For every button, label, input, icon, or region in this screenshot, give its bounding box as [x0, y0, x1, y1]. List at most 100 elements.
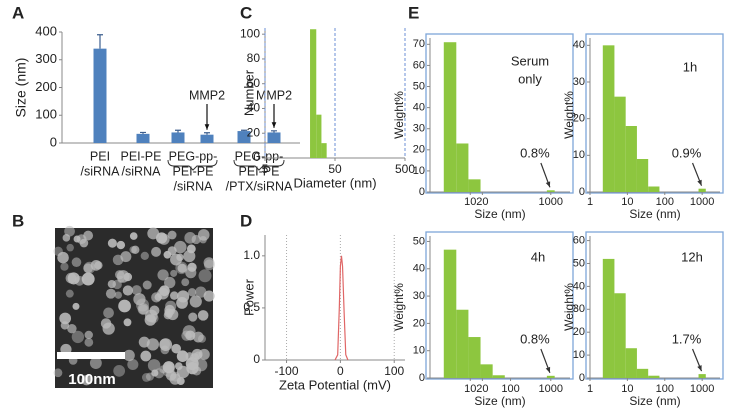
y-tick-label: 40	[573, 39, 585, 51]
x-tick-label: 50	[328, 162, 342, 176]
particle	[157, 269, 169, 281]
annotation: MMP2	[189, 88, 225, 102]
histogram-bar	[443, 249, 457, 378]
y-tick-label: 40	[413, 102, 425, 114]
y-tick-label: 0	[579, 186, 585, 198]
particle	[159, 285, 170, 297]
particle	[170, 291, 179, 300]
particle	[71, 257, 82, 268]
x-axis-label: Size (nm)	[629, 394, 680, 408]
panel-note: Serum	[511, 53, 549, 68]
histogram-bar	[648, 186, 660, 192]
histogram-bar	[698, 188, 706, 192]
particle	[81, 374, 92, 386]
particle	[183, 250, 196, 263]
x-tick-label: 5	[262, 162, 269, 176]
histogram-bar	[468, 179, 481, 192]
particle	[71, 330, 85, 344]
y-tick-label: 10	[573, 149, 585, 161]
histogram-bar	[310, 29, 317, 158]
panel-note: 1h	[683, 59, 697, 74]
particle	[114, 291, 123, 299]
particle	[65, 272, 77, 284]
panel-letter: A	[12, 3, 24, 22]
x-tick-label: 100	[656, 196, 674, 208]
x-tick-label: 10	[621, 196, 633, 208]
y-tick-label: 30	[573, 303, 585, 315]
value-label: 1.7%	[672, 331, 702, 346]
y-tick-label: 0	[253, 150, 260, 164]
y-tick-label: 50	[413, 235, 425, 247]
particle	[115, 270, 125, 280]
x-axis-label: Size (nm)	[474, 207, 525, 221]
panel-letter: D	[240, 211, 252, 230]
group-bracket	[233, 159, 285, 171]
particle	[137, 303, 150, 315]
particle	[144, 314, 157, 326]
x-tick-label: 500	[395, 162, 415, 176]
y-tick-label: 70	[413, 38, 425, 50]
x-tick-label: 10	[464, 196, 476, 208]
x-tick-label: 100	[501, 383, 519, 395]
y-tick-label: 40	[247, 101, 261, 115]
particle	[83, 263, 93, 274]
particle	[145, 372, 155, 381]
x-tick-label: 1000	[539, 383, 563, 395]
y-tick-label: 60	[247, 76, 261, 90]
panel-letter: C	[240, 3, 252, 22]
scale-bar-label: 100nm	[68, 371, 116, 388]
particle	[171, 343, 181, 354]
arrow-head	[697, 179, 702, 186]
arrow-head	[545, 181, 551, 188]
particle	[185, 352, 194, 361]
particle	[176, 365, 190, 379]
x-tick-label: 20	[476, 196, 488, 208]
error-bar	[271, 130, 277, 133]
y-tick-label: 30	[413, 123, 425, 135]
particle	[187, 288, 197, 297]
histogram-bar	[480, 364, 493, 378]
particle	[203, 290, 215, 302]
particle	[102, 322, 115, 335]
particle	[148, 313, 159, 324]
particle	[60, 262, 69, 271]
category-label: PEI-PE	[121, 149, 162, 163]
y-tick-label: 200	[35, 79, 57, 94]
particle	[122, 285, 133, 296]
particle	[163, 250, 172, 259]
particle	[84, 337, 94, 347]
y-tick-label: 20	[247, 125, 261, 139]
particle	[123, 318, 132, 327]
category-label: PEG-pp-	[235, 149, 284, 163]
histogram-bar	[546, 190, 555, 192]
particle	[72, 302, 80, 310]
particle	[107, 238, 117, 248]
y-tick-label: 100	[240, 26, 260, 40]
scale-bar	[57, 352, 125, 359]
particle	[140, 350, 152, 362]
y-tick-label: 20	[413, 144, 425, 156]
particle	[189, 295, 202, 308]
y-tick-label: 50	[573, 257, 585, 269]
y-tick-label: 40	[413, 263, 425, 275]
particle	[181, 278, 190, 287]
x-tick-label: 1	[587, 196, 593, 208]
x-tick-label: 20	[476, 383, 488, 395]
particle	[105, 288, 116, 299]
histogram-bar	[546, 375, 555, 378]
particle	[160, 345, 170, 355]
category-label: PEI-PE	[239, 164, 280, 178]
panel-letter: B	[12, 211, 24, 230]
y-axis-label: Number	[241, 69, 256, 116]
y-tick-label: 10	[573, 349, 585, 361]
particle	[164, 304, 176, 316]
particle	[127, 358, 139, 371]
y-axis-label: Weight%	[392, 91, 406, 139]
histogram-bar	[456, 309, 469, 378]
particle	[64, 225, 75, 237]
y-axis-label: Power	[241, 278, 256, 316]
x-axis-label: Size (nm)	[474, 394, 525, 408]
particle	[185, 267, 197, 279]
panel-note: 12h	[681, 249, 703, 264]
particle	[53, 368, 63, 378]
